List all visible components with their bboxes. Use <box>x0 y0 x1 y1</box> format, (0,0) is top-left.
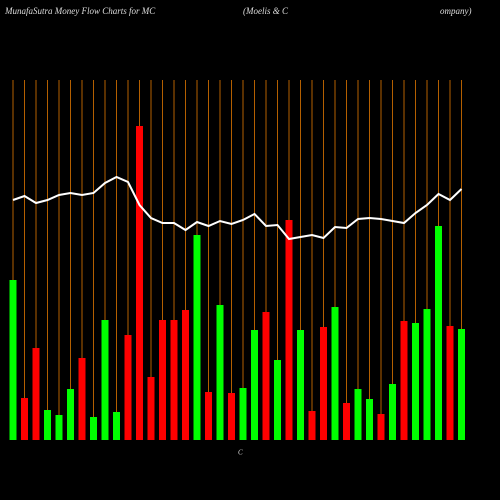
bar <box>147 377 155 440</box>
bar <box>274 360 281 440</box>
bar <box>366 399 373 440</box>
bar <box>458 329 465 440</box>
company-name: ompany) <box>440 6 472 16</box>
bar <box>320 327 327 440</box>
bar <box>423 309 431 440</box>
bar <box>159 320 166 440</box>
bar <box>389 384 396 440</box>
bar <box>331 307 339 440</box>
bar <box>205 392 212 440</box>
bar <box>446 326 454 440</box>
bar <box>354 389 362 440</box>
bar <box>21 398 28 440</box>
bar <box>55 415 63 440</box>
bar <box>78 358 86 440</box>
bar <box>124 335 132 440</box>
bar <box>216 305 224 440</box>
x-axis-label: C <box>238 449 243 457</box>
bar <box>343 403 350 440</box>
bar <box>136 126 143 440</box>
bar <box>170 320 178 440</box>
bar <box>193 235 201 440</box>
bar <box>435 226 442 440</box>
bar <box>113 412 120 440</box>
bar <box>412 323 419 440</box>
bar <box>377 414 385 440</box>
bar <box>228 393 235 440</box>
money-flow-line <box>12 175 463 241</box>
bar <box>251 330 258 440</box>
bar <box>67 389 74 440</box>
bar <box>285 220 293 440</box>
bar <box>297 330 304 440</box>
bar <box>308 411 316 440</box>
bar <box>262 312 270 440</box>
bar <box>239 388 247 440</box>
bar <box>9 280 17 440</box>
bar <box>182 310 189 440</box>
bar <box>400 321 408 440</box>
company-name: (Moelis & C <box>243 6 289 16</box>
chart-title: MunafaSutra Money Flow Charts for MC <box>4 6 156 16</box>
bar <box>101 320 109 440</box>
bar <box>90 417 97 440</box>
bar <box>44 410 51 440</box>
bar <box>32 348 40 440</box>
